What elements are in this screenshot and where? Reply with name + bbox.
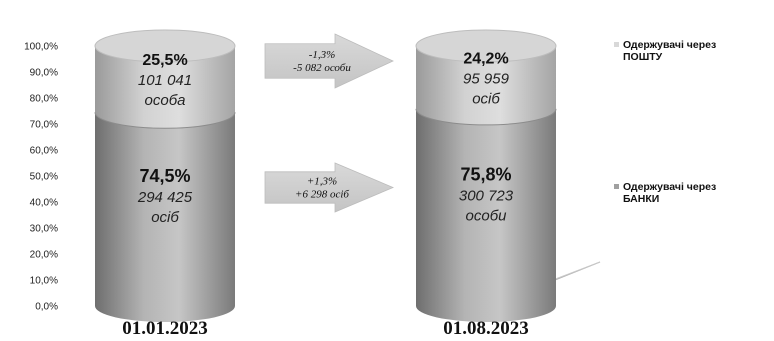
cylinder-top-cap	[94, 29, 236, 63]
arrow-label: +6 298 осіб	[295, 189, 349, 201]
data-label-percent: 75,8%	[460, 164, 511, 184]
data-label-percent: 25,5%	[142, 52, 187, 69]
arrow-label: +1,3%	[307, 176, 337, 188]
arrow-shape	[264, 33, 394, 89]
data-label-unit: осіб	[151, 209, 179, 226]
y-tick-label: 20,0%	[30, 250, 58, 261]
bar-segment-poshtu	[95, 46, 235, 129]
bar-segment-poshtu	[416, 46, 556, 125]
y-tick-label: 70,0%	[30, 120, 58, 131]
legend-swatch	[614, 42, 619, 47]
arrow-label: -1,3%	[309, 49, 336, 61]
y-tick-label: 40,0%	[30, 198, 58, 209]
arrow-shape	[264, 162, 395, 213]
y-tick-label: 90,0%	[30, 68, 58, 79]
bar-segment-banky	[416, 108, 556, 322]
legend-label: БАНКИ	[623, 193, 659, 205]
legend-swatch	[614, 184, 619, 189]
arrow-label: -5 082 особи	[293, 62, 351, 74]
data-label-count: 300 723	[459, 187, 514, 204]
y-tick-label: 100,0%	[24, 42, 58, 53]
y-tick-label: 50,0%	[30, 172, 58, 183]
y-tick-label: 60,0%	[30, 146, 58, 157]
data-label-percent: 24,2%	[463, 50, 508, 67]
legend-label: Одержувачі через	[623, 39, 716, 51]
cylinder-1	[94, 29, 236, 322]
data-label-unit: осіб	[472, 90, 500, 107]
y-tick-label: 30,0%	[30, 224, 58, 235]
segment-seam	[94, 112, 236, 129]
legend-label: ПОШТУ	[623, 51, 663, 63]
cylinder-top-cap	[415, 29, 557, 63]
data-label-percent: 74,5%	[139, 166, 190, 186]
y-tick-label: 10,0%	[30, 276, 58, 287]
bar-segment-banky	[95, 112, 235, 322]
category-label: 01.08.2023	[443, 318, 529, 339]
data-label-count: 294 425	[137, 189, 193, 206]
y-tick-label: 80,0%	[30, 94, 58, 105]
change-arrow	[264, 33, 394, 89]
category-label: 01.01.2023	[122, 318, 208, 339]
data-label-unit: особи	[466, 207, 508, 224]
data-label-count: 101 041	[138, 72, 192, 89]
segment-seam	[415, 108, 557, 126]
data-label-count: 95 959	[463, 70, 510, 87]
change-arrow	[264, 162, 395, 213]
y-tick-label: 0,0%	[35, 302, 58, 313]
data-label-unit: особа	[145, 92, 186, 109]
legend-label: Одержувачі через	[623, 181, 716, 193]
cylinder-2	[415, 29, 557, 322]
